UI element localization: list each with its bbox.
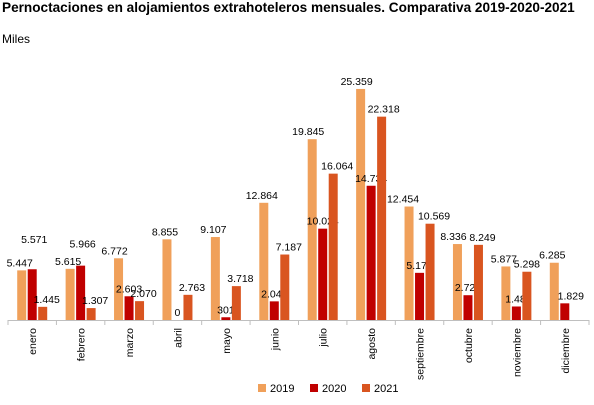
- bar-2019-noviembre: [501, 266, 511, 320]
- legend-swatch-2019: [258, 384, 266, 392]
- bar-2020-julio: [318, 228, 328, 320]
- data-label: 301: [217, 304, 235, 316]
- data-label: 22.318: [368, 104, 400, 116]
- data-label: 2.763: [179, 282, 205, 294]
- bar-2021-agosto: [377, 116, 387, 320]
- x-tick-label: enero: [27, 328, 39, 355]
- data-label: 1.829: [558, 290, 584, 302]
- data-label: 5.615: [55, 256, 81, 268]
- data-label: 3.718: [227, 273, 253, 285]
- bar-2020-enero: [27, 269, 37, 320]
- bar-2019-marzo: [114, 258, 124, 320]
- data-label: 19.845: [292, 126, 324, 138]
- bar-2019-octubre: [452, 244, 462, 320]
- legend-swatch-2020: [310, 384, 318, 392]
- data-label: 8.855: [152, 226, 178, 238]
- data-label: 10.569: [418, 211, 450, 223]
- chart-subtitle: Miles: [2, 32, 31, 46]
- bar-2021-mayo: [231, 286, 241, 320]
- bar-2021-octubre: [473, 244, 483, 320]
- data-label: 1.307: [82, 295, 108, 307]
- bar-2019-enero: [17, 270, 27, 320]
- x-tick-label: febrero: [76, 328, 88, 361]
- data-label: 16.064: [321, 161, 353, 173]
- bar-2020-noviembre: [511, 306, 521, 320]
- bar-2019-abril: [162, 239, 172, 320]
- data-label: 6.285: [539, 250, 565, 262]
- bar-2019-junio: [259, 202, 269, 320]
- bar-2020-marzo: [124, 296, 134, 320]
- x-tick-label: abril: [172, 328, 184, 348]
- bar-2021-julio: [328, 173, 338, 320]
- bar-2021-enero: [38, 306, 48, 320]
- chart-title: Pernoctaciones en alojamientos extrahote…: [2, 0, 575, 15]
- bar-2020-septiembre: [415, 272, 425, 320]
- x-tick-label: junio: [269, 328, 281, 351]
- data-label: 6.772: [101, 245, 127, 257]
- legend-label-2021: 2021: [374, 383, 398, 395]
- data-label: 5.966: [69, 239, 95, 251]
- data-label: 5.447: [7, 257, 33, 269]
- bar-2020-agosto: [366, 185, 376, 320]
- x-tick-label: octubre: [463, 328, 475, 363]
- x-tick-label: septiembre: [415, 328, 427, 380]
- bar-2019-agosto: [356, 88, 366, 321]
- bar-2021-marzo: [135, 301, 145, 320]
- bar-2021-abril: [183, 294, 193, 320]
- bar-2020-diciembre: [560, 303, 570, 320]
- legend-swatch-2021: [362, 384, 370, 392]
- legend-label-2020: 2020: [322, 383, 346, 395]
- x-tick-label: mayo: [221, 328, 233, 354]
- data-label: 8.249: [469, 232, 495, 244]
- data-label: 12.454: [387, 194, 419, 206]
- data-label: 0: [175, 307, 181, 319]
- data-label: 12.864: [246, 190, 278, 202]
- x-tick-label: agosto: [366, 328, 378, 360]
- bar-2019-julio: [307, 139, 317, 320]
- bar-2021-junio: [280, 254, 290, 320]
- data-label: 25.359: [341, 76, 373, 88]
- data-label: 5.877: [491, 253, 517, 265]
- bar-2021-septiembre: [425, 223, 435, 320]
- legend-label-2019: 2019: [270, 383, 294, 395]
- bar-2020-junio: [269, 301, 279, 320]
- bar-2019-febrero: [65, 268, 75, 320]
- data-label: 8.336: [440, 231, 466, 243]
- bar-2019-mayo: [210, 237, 220, 320]
- data-label: 2.070: [130, 288, 156, 300]
- data-label: 5.571: [21, 234, 47, 246]
- data-label: 9.107: [200, 224, 226, 236]
- data-label: 1.445: [34, 294, 60, 306]
- x-tick-label: noviembre: [511, 328, 523, 377]
- data-label: 5.298: [514, 259, 540, 271]
- x-tick-label: diciembre: [560, 328, 572, 374]
- bar-2020-mayo: [221, 317, 231, 320]
- data-label: 2.603: [116, 283, 142, 295]
- bar-2020-febrero: [76, 265, 86, 320]
- bar-2021-noviembre: [522, 271, 532, 320]
- bar-2019-septiembre: [404, 206, 414, 320]
- bar-2021-febrero: [86, 308, 96, 320]
- x-tick-label: julio: [318, 328, 330, 348]
- data-label: 7.187: [276, 242, 302, 254]
- x-tick-label: marzo: [124, 328, 136, 357]
- bar-2020-octubre: [463, 295, 473, 320]
- bar-2019-diciembre: [549, 262, 559, 320]
